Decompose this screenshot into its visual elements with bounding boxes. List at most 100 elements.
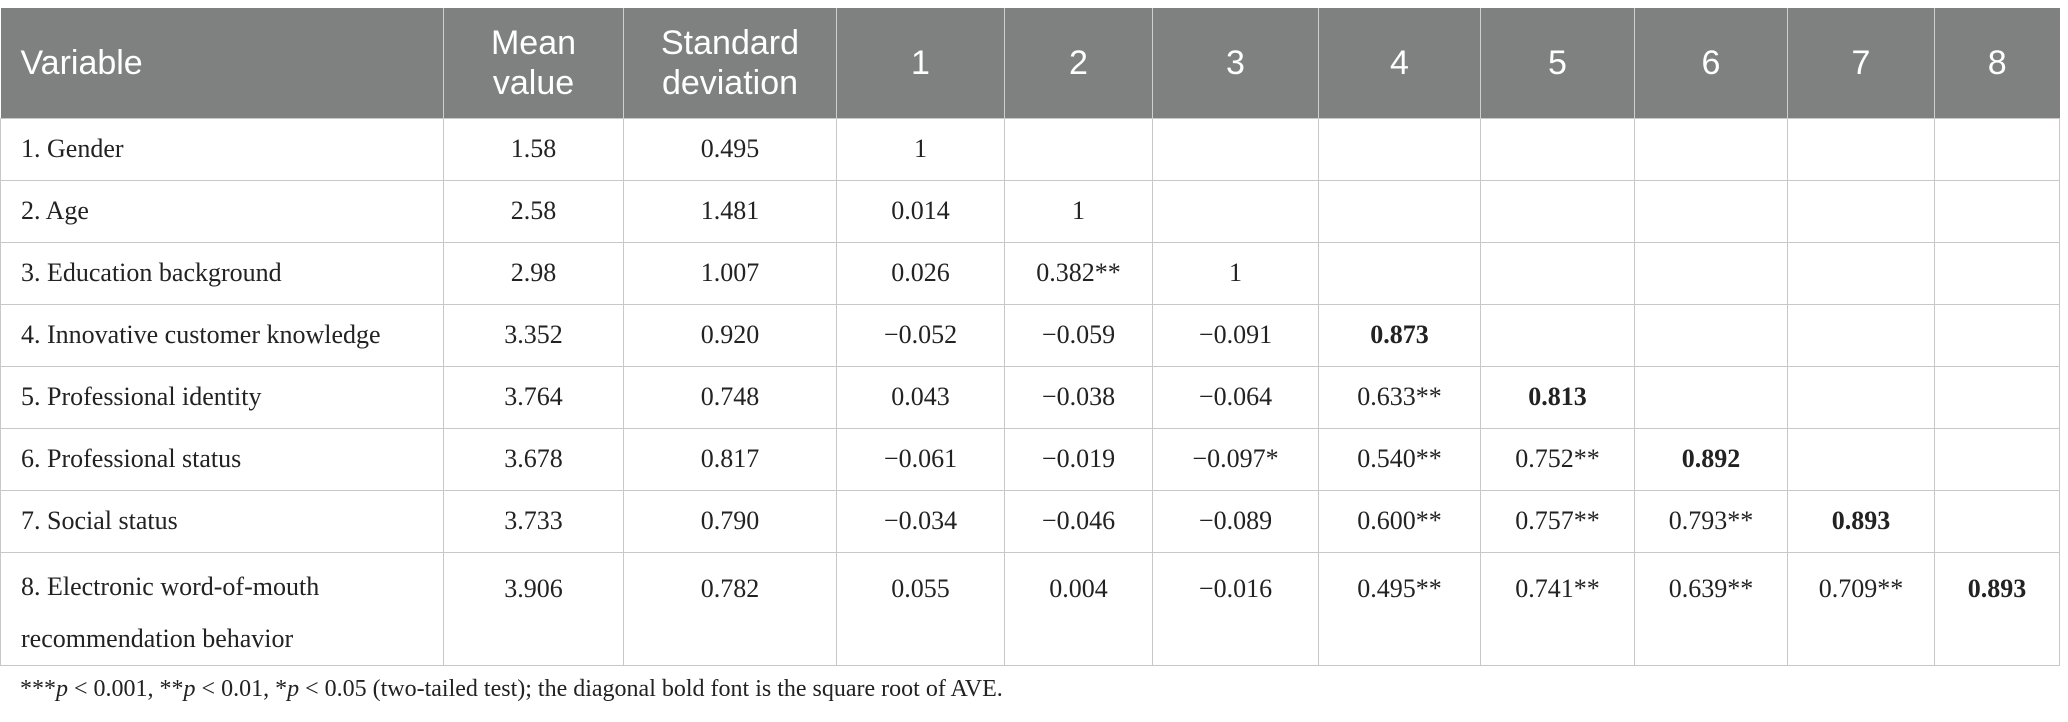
corr-cell [1934,117,2060,181]
variable-cell: 7. Social status [0,489,444,553]
corr-cell [1480,241,1635,305]
sd-cell: 0.748 [623,365,837,429]
header-col-6: 6 [1634,8,1788,118]
header-col-1: 1 [836,8,1005,118]
sd-cell: 0.817 [623,427,837,491]
diagonal-ave-cell: 0.813 [1480,365,1635,429]
corr-cell: −0.019 [1004,427,1153,491]
mean-cell: 3.733 [443,489,624,553]
corr-cell: 0.014 [836,179,1005,243]
corr-cell: 0.055 [836,551,1005,666]
mean-cell: 1.58 [443,117,624,181]
corr-cell: 0.600** [1318,489,1481,553]
mean-cell: 3.678 [443,427,624,491]
corr-cell: −0.052 [836,303,1005,367]
corr-cell: −0.097* [1152,427,1319,491]
header-col-3: 3 [1152,8,1319,118]
corr-cell [1934,241,2060,305]
corr-cell [1318,179,1481,243]
sd-cell: 0.790 [623,489,837,553]
variable-cell: 8. Electronic word-of-mouth recommendati… [0,551,444,666]
footnote-threshold-1: < 0.001, ** [68,676,184,702]
corr-cell: 1 [1152,241,1319,305]
corr-cell [1787,241,1935,305]
header-mean-line2: value [492,63,575,102]
corr-cell: −0.034 [836,489,1005,553]
table-row: 5. Professional identity 3.764 0.748 0.0… [0,365,2060,429]
corr-cell [1318,117,1481,181]
corr-cell: −0.059 [1004,303,1153,367]
header-col-4: 4 [1318,8,1481,118]
footnote-p-symbol: p [183,676,196,702]
header-standard-deviation: Standard deviation [623,8,837,118]
corr-cell [1152,179,1319,243]
diagonal-ave-cell: 0.893 [1787,489,1935,553]
corr-cell [1480,179,1635,243]
table-row: 6. Professional status 3.678 0.817 −0.06… [0,427,2060,491]
corr-cell [1934,303,2060,367]
diagonal-ave-cell: 0.893 [1934,551,2060,666]
mean-cell: 3.906 [443,551,624,666]
corr-cell: −0.046 [1004,489,1153,553]
corr-cell: −0.016 [1152,551,1319,666]
corr-cell [1787,427,1935,491]
footnote-threshold-3: < 0.05 (two-tailed test); the diagonal b… [299,676,1003,702]
table-row: 7. Social status 3.733 0.790 −0.034 −0.0… [0,489,2060,553]
corr-cell [1934,489,2060,553]
corr-cell [1787,365,1935,429]
mean-cell: 2.58 [443,179,624,243]
header-sd-line1: Standard [661,23,799,62]
corr-cell [1934,179,2060,243]
footnote-threshold-2: < 0.01, * [195,676,288,702]
corr-cell: 0.793** [1634,489,1788,553]
table-row: 1. Gender 1.58 0.495 1 [0,117,2060,181]
corr-cell: −0.064 [1152,365,1319,429]
correlation-table: Variable Mean value Standard deviation 1… [0,8,2060,666]
footnote-p-symbol: p [287,676,300,702]
corr-cell: 0.540** [1318,427,1481,491]
header-variable: Variable [0,8,444,118]
variable-cell: 5. Professional identity [0,365,444,429]
table-row: 4. Innovative customer knowledge 3.352 0… [0,303,2060,367]
table-row: 2. Age 2.58 1.481 0.014 1 [0,179,2060,243]
corr-cell [1934,427,2060,491]
variable-line2: recommendation behavior [21,623,294,653]
sd-cell: 0.782 [623,551,837,666]
corr-cell: 0.752** [1480,427,1635,491]
variable-line1: 8. Electronic word-of-mouth [21,571,320,601]
header-mean-value: Mean value [443,8,624,118]
mean-cell: 3.352 [443,303,624,367]
corr-cell: −0.091 [1152,303,1319,367]
corr-cell [1634,303,1788,367]
corr-cell [1787,117,1935,181]
sd-cell: 0.495 [623,117,837,181]
footnote-p-symbol: p [56,676,68,702]
variable-cell: 3. Education background [0,241,444,305]
corr-cell [1634,241,1788,305]
footnote-stars: *** [20,676,56,702]
corr-cell [1634,117,1788,181]
corr-cell: 0.633** [1318,365,1481,429]
header-sd-line2: deviation [661,63,799,102]
corr-cell: 0.004 [1004,551,1153,666]
mean-cell: 2.98 [443,241,624,305]
mean-cell: 3.764 [443,365,624,429]
corr-cell: −0.061 [836,427,1005,491]
corr-cell [1004,117,1153,181]
corr-cell [1634,365,1788,429]
header-col-2: 2 [1004,8,1153,118]
header-col-8: 8 [1934,8,2060,118]
corr-cell [1152,117,1319,181]
corr-cell [1480,117,1635,181]
sd-cell: 1.481 [623,179,837,243]
corr-cell: 0.741** [1480,551,1635,666]
diagonal-ave-cell: 0.892 [1634,427,1788,491]
variable-cell: 4. Innovative customer knowledge [0,303,444,367]
corr-cell [1787,179,1935,243]
table-row: 3. Education background 2.98 1.007 0.026… [0,241,2060,305]
corr-cell: 0.709** [1787,551,1935,666]
sd-cell: 0.920 [623,303,837,367]
corr-cell: 0.043 [836,365,1005,429]
corr-cell [1787,303,1935,367]
variable-cell: 6. Professional status [0,427,444,491]
